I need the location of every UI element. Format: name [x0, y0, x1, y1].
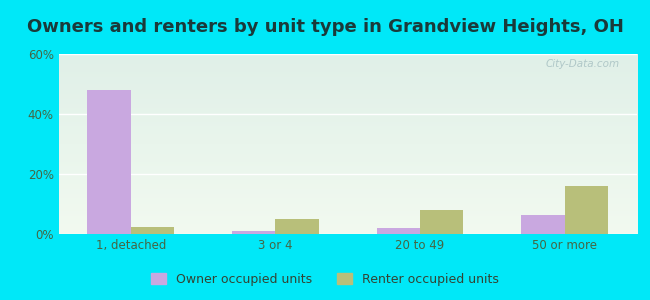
Bar [565, 186, 608, 234]
Bar [377, 228, 420, 234]
Bar [420, 210, 463, 234]
Text: Owners and renters by unit type in Grandview Heights, OH: Owners and renters by unit type in Grand… [27, 18, 623, 36]
Text: City-Data.com: City-Data.com [545, 59, 619, 69]
Bar [276, 219, 318, 234]
Bar [521, 214, 565, 234]
Bar [131, 226, 174, 234]
Legend: Owner occupied units, Renter occupied units: Owner occupied units, Renter occupied un… [146, 268, 504, 291]
Bar [87, 90, 131, 234]
Bar [232, 231, 276, 234]
